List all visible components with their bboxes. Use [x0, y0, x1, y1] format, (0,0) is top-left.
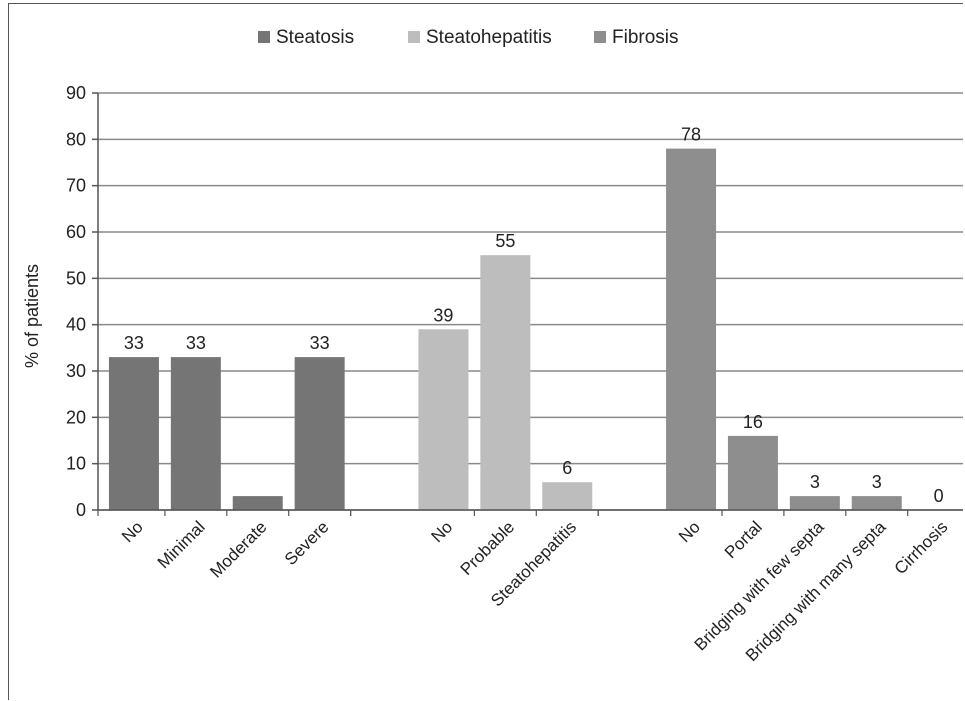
- x-tick-label: Cirrhosis: [891, 517, 952, 578]
- data-label: 39: [433, 305, 453, 325]
- bar: [789, 496, 840, 510]
- y-tick-label: 50: [66, 268, 86, 288]
- data-label: 0: [934, 486, 944, 506]
- y-axis-title: % of patients: [22, 264, 42, 368]
- y-axis: 0 10 20 30 40 50 60 70 80 90: [66, 83, 99, 520]
- legend-swatch: [258, 31, 270, 43]
- bar: [294, 357, 345, 510]
- data-label: 3: [810, 472, 820, 492]
- bar: [480, 255, 531, 510]
- y-tick-label: 30: [66, 361, 86, 381]
- data-label: 78: [681, 125, 701, 145]
- y-tick-label: 80: [66, 129, 86, 149]
- bar: [418, 329, 469, 510]
- bar: [232, 496, 283, 510]
- y-tick-label: 40: [66, 315, 86, 335]
- data-label: 3: [872, 472, 882, 492]
- bar: [542, 482, 593, 510]
- gridlines: [98, 92, 963, 511]
- x-tick-label: No: [118, 517, 147, 546]
- bar: [108, 357, 159, 510]
- bar: [727, 435, 778, 510]
- chart-frame: [8, 3, 963, 700]
- data-label: 33: [310, 333, 330, 353]
- legend-label: Steatohepatitis: [426, 27, 552, 48]
- data-label: 6: [562, 458, 572, 478]
- legend-swatch: [594, 31, 606, 43]
- y-tick-label: 60: [66, 222, 86, 242]
- bar: [666, 148, 717, 510]
- x-tick-label: Severe: [281, 517, 333, 569]
- legend-label: Steatosis: [276, 27, 354, 48]
- data-label: 16: [743, 412, 763, 432]
- legend-swatch: [408, 31, 420, 43]
- y-tick-label: 10: [66, 454, 86, 474]
- data-label: 33: [186, 333, 206, 353]
- x-tick-label: Probable: [457, 517, 519, 579]
- x-tick-label: Moderate: [206, 517, 270, 581]
- x-tick-label: Minimal: [154, 517, 209, 572]
- y-tick-label: 70: [66, 176, 86, 196]
- data-label: 55: [495, 231, 515, 251]
- bar: [170, 357, 221, 510]
- y-tick-label: 20: [66, 407, 86, 427]
- y-tick-label: 90: [66, 83, 86, 103]
- x-tick-label: Portal: [721, 517, 766, 562]
- y-tick-label: 0: [76, 500, 86, 520]
- x-tick-label: No: [427, 517, 456, 546]
- bar: [851, 496, 902, 510]
- legend-label: Fibrosis: [612, 27, 679, 48]
- legend: Steatosis Steatohepatitis Fibrosis: [258, 27, 679, 48]
- x-tick-label: No: [675, 517, 704, 546]
- data-label: 33: [124, 333, 144, 353]
